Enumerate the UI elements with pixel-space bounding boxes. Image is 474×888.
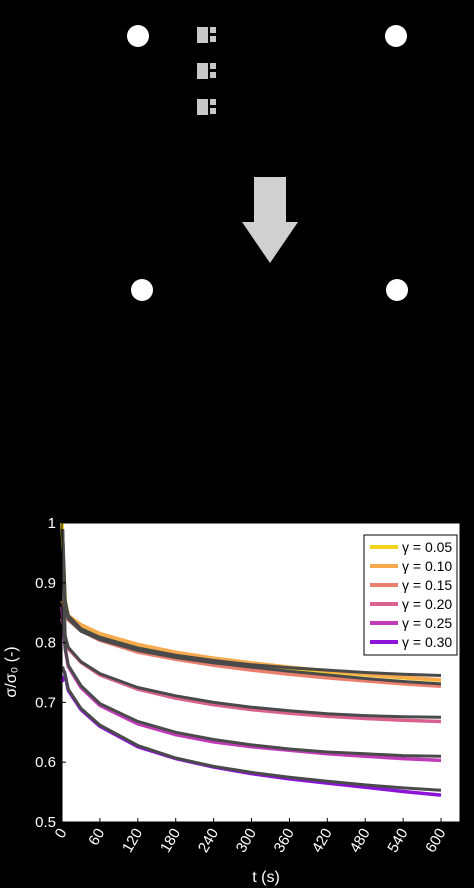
legend-label: γ = 0.25 (402, 615, 452, 631)
legend-label: γ = 0.30 (402, 634, 452, 650)
legend-label: γ = 0.05 (402, 539, 452, 555)
fit-line-1 (61, 528, 442, 677)
fit-line-5 (61, 666, 442, 792)
marker-icon-3 (197, 99, 216, 115)
legend-label: γ = 0.15 (402, 577, 452, 593)
plot-frame (61, 522, 461, 823)
y-tick-label: 0.9 (35, 575, 56, 592)
support-dot-top-left (127, 25, 149, 47)
schematic-panel (127, 25, 408, 301)
support-dot-top-right (385, 25, 407, 47)
y-tick-label: 0.6 (35, 754, 56, 771)
fit-line-2 (61, 528, 442, 686)
marker-icon-2 (197, 63, 216, 79)
x-tick-label: 180 (157, 826, 184, 856)
support-dot-bottom-right (386, 279, 408, 301)
down-arrow-icon (242, 177, 298, 263)
fit-line-4 (61, 606, 442, 758)
legend: γ = 0.05 γ = 0.10 γ = 0.15 γ = 0.20 γ = 0.25… (363, 534, 458, 656)
y-tick-label: 0.7 (35, 694, 56, 711)
x-tick-label: 120 (119, 826, 146, 856)
x-axis-label: t (s) (252, 869, 280, 886)
fit-line-3 (61, 528, 442, 719)
marker-icon-1 (197, 27, 216, 43)
y-tick-label: 0.5 (35, 814, 56, 831)
legend-label: γ = 0.20 (402, 596, 452, 612)
support-dot-bottom-left (131, 279, 153, 301)
legend-box (363, 534, 458, 656)
x-tick-label: 300 (233, 826, 260, 856)
legend-label: γ = 0.10 (402, 558, 452, 574)
y-tick-label: 0.8 (35, 635, 56, 652)
x-tick-label: 420 (309, 826, 336, 856)
x-tick-label: 360 (271, 826, 298, 856)
x-tick-label: 240 (195, 826, 222, 856)
y-axis-label: σ/σ₀ (-) (3, 646, 20, 697)
y-tick-label: 1 (48, 515, 56, 532)
x-tick-label: 540 (384, 826, 411, 856)
x-tick-label: 480 (346, 826, 373, 856)
x-tick-label: 600 (422, 826, 449, 856)
stress-relaxation-chart: 0 60 120 180 240 300 360 420 480 540 600 0.50.60.7… (3, 515, 461, 886)
x-tick-label: 60 (85, 826, 108, 849)
